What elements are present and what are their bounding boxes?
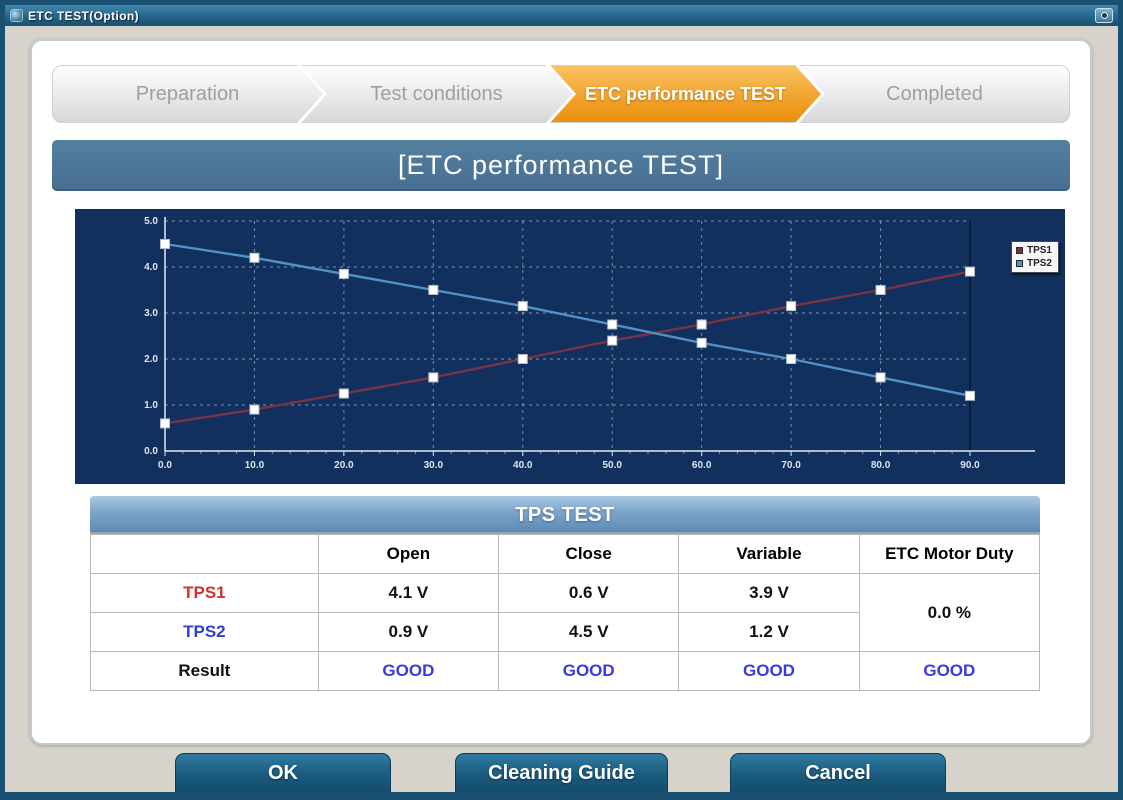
row-label-result: Result [90,651,319,691]
data-point-tps2 [696,337,707,348]
row-label-tps1: TPS1 [90,573,319,613]
cell-result-1: GOOD [498,651,680,691]
table-header-row: Open Close Variable ETC Motor Duty [90,534,1041,574]
x-tick-label: 60.0 [692,460,712,471]
tps-chart: 0.0 1.0 2.0 3.0 4.0 5.0 0.0 10.0 20.0 30.0 40.0 50.… [75,209,1065,484]
cell-tps1-variable: 3.9 V [678,573,860,613]
x-tick-label: 50.0 [602,460,622,471]
data-point-tps2 [338,268,349,279]
data-point-tps2 [965,390,975,401]
step-preparation: Preparation [52,65,323,123]
table-row-tps2: TPS2 0.9 V 4.5 V 1.2 V [90,612,1040,652]
legend-marker-tps1 [1015,247,1023,254]
title-bar: ETC TEST(Option) [5,5,1118,26]
data-point-tps2 [428,285,439,295]
data-point-tps1 [696,319,707,330]
data-point-tps1 [428,372,439,383]
y-tick-label: 1.0 [144,400,158,411]
step-etc-performance-test: ETC performance TEST [550,65,821,123]
data-point-tps2 [160,239,170,249]
column-header-open: Open [317,534,500,574]
close-icon [1100,12,1108,19]
legend-marker-tps2 [1015,260,1023,267]
data-point-tps1 [338,388,349,399]
app-icon [10,9,23,22]
data-point-tps2 [607,319,618,330]
y-tick-label: 3.0 [144,308,158,319]
x-tick-label: 40.0 [513,460,533,471]
data-point-tps2 [517,301,528,312]
x-tick-label: 20.0 [334,460,354,471]
window-title: ETC TEST(Option) [28,8,140,23]
x-tick-label: 70.0 [781,460,801,471]
data-point-tps1 [786,301,797,312]
x-tick-label: 80.0 [871,460,891,471]
table-row-result: Result GOOD GOOD GOOD GOOD [90,651,1041,691]
legend-label: TPS1 [1026,245,1052,256]
column-header-close: Close [498,534,680,574]
data-point-tps1 [517,354,528,364]
cell-tps2-close: 4.5 V [498,612,680,652]
cell-etc-motor-duty: 0.0 % [858,573,1041,652]
data-point-tps1 [160,418,170,429]
content-panel: Preparation Test conditions ETC performanc… [30,39,1092,745]
ok-button[interactable]: OK [175,753,391,792]
y-tick-label: 2.0 [144,354,158,365]
column-header-blank [90,534,319,574]
tps-chart-svg: 0.0 1.0 2.0 3.0 4.0 5.0 0.0 10.0 20.0 30.0 40.0 50.… [144,216,1035,471]
cell-tps1-close: 0.6 V [498,573,680,613]
legend-label: TPS2 [1026,258,1052,269]
series-line-tps2 [164,242,971,397]
row-label-tps2: TPS2 [90,612,319,652]
tps-test-header: TPS TEST [90,496,1040,534]
cancel-button[interactable]: Cancel [730,753,946,792]
stepper: Preparation Test conditions ETC performanc… [52,65,1070,123]
x-tick-label: 90.0 [960,460,980,471]
y-tick-label: 5.0 [144,216,158,227]
data-point-tps1 [965,266,975,277]
data-point-tps2 [249,252,260,263]
data-point-tps1 [607,335,618,346]
cell-result-2: GOOD [678,651,860,691]
cell-tps2-variable: 1.2 V [678,612,860,652]
cell-result-3: GOOD [858,651,1041,691]
step-completed: Completed [799,65,1070,123]
x-tick-label: 30.0 [424,460,444,471]
close-button[interactable] [1095,8,1113,23]
legend-entry-tps1: TPS1 [1015,245,1052,256]
y-tick-label: 4.0 [144,262,158,273]
x-tick-label: 0.0 [158,460,172,471]
tps-test-table: Open Close Variable ETC Motor Duty TPS1 4.1 V… [90,534,1041,691]
cleaning-guide-button[interactable]: Cleaning Guide [455,753,668,792]
y-tick-label: 0.0 [144,446,158,457]
cell-result-0: GOOD [317,651,500,691]
data-point-tps1 [249,404,260,415]
table-row-tps1: TPS1 4.1 V 0.6 V 3.9 V 0.0 % [90,573,1041,652]
chart-legend: TPS1 TPS2 [1010,241,1059,273]
x-tick-label: 10.0 [245,460,265,471]
legend-entry-tps2: TPS2 [1015,258,1052,269]
column-header-etc-motor-duty: ETC Motor Duty [858,534,1041,574]
column-header-variable: Variable [678,534,860,574]
cell-tps2-open: 0.9 V [317,612,500,652]
series-line-tps1 [164,270,971,425]
cell-tps1-open: 4.1 V [317,573,500,613]
data-point-tps2 [786,354,797,364]
step-test-conditions: Test conditions [301,65,572,123]
page-title: [ETC performance TEST] [52,140,1070,191]
data-point-tps1 [875,285,886,295]
data-point-tps2 [875,372,886,383]
